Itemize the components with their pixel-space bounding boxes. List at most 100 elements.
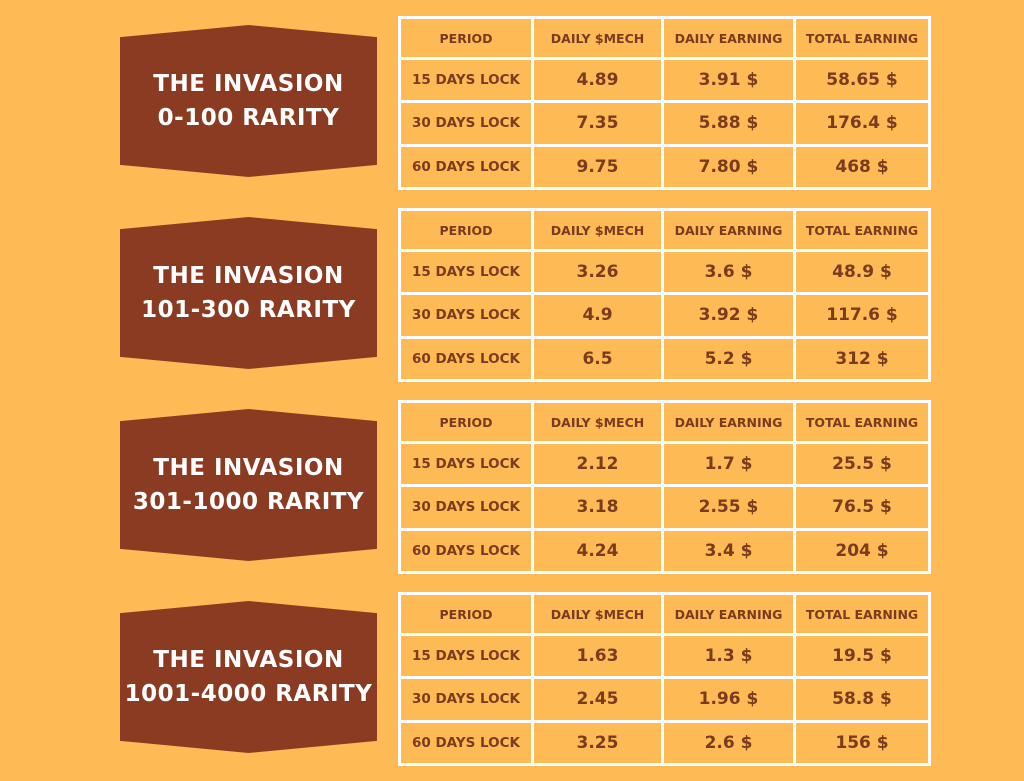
- total-earning-cell: 176.4 $: [793, 100, 931, 147]
- daily-mech-cell: 4.89: [531, 56, 664, 104]
- total-earning-cell: 312 $: [793, 335, 931, 383]
- total-earning-cell: 25.5 $: [793, 440, 931, 488]
- header-daily-mech: DAILY $MECH: [531, 208, 664, 252]
- table-header-row: PERIOD DAILY $MECH DAILY EARNING TOTAL E…: [398, 400, 931, 444]
- period-cell: 15 DAYS LOCK: [398, 248, 534, 296]
- period-cell: 30 DAYS LOCK: [398, 484, 534, 531]
- total-earning-cell: 58.65 $: [793, 56, 931, 104]
- section-banner: THE INVASION 1001-4000 RARITY: [120, 601, 377, 753]
- table-header-row: PERIOD DAILY $MECH DAILY EARNING TOTAL E…: [398, 16, 931, 60]
- table-header-row: PERIOD DAILY $MECH DAILY EARNING TOTAL E…: [398, 208, 931, 252]
- header-total-earning: TOTAL EARNING: [793, 208, 931, 252]
- daily-earning-cell: 5.88 $: [661, 100, 796, 147]
- table-row: 60 DAYS LOCK 3.25 2.6 $ 156 $: [398, 719, 931, 767]
- table-header-row: PERIOD DAILY $MECH DAILY EARNING TOTAL E…: [398, 592, 931, 636]
- daily-earning-cell: 3.6 $: [661, 248, 796, 296]
- total-earning-cell: 48.9 $: [793, 248, 931, 296]
- period-cell: 15 DAYS LOCK: [398, 632, 534, 680]
- table-row: 30 DAYS LOCK 4.9 3.92 $ 117.6 $: [398, 292, 931, 339]
- banner-title: THE INVASION: [153, 263, 344, 289]
- period-cell: 60 DAYS LOCK: [398, 143, 534, 191]
- daily-mech-cell: 3.26: [531, 248, 664, 296]
- daily-earning-cell: 1.7 $: [661, 440, 796, 488]
- daily-mech-cell: 7.35: [531, 100, 664, 147]
- rarity-section: THE INVASION 0-100 RARITY PERIOD DAILY $…: [0, 16, 1024, 192]
- period-cell: 60 DAYS LOCK: [398, 335, 534, 383]
- earnings-table: PERIOD DAILY $MECH DAILY EARNING TOTAL E…: [398, 400, 931, 575]
- table-row: 15 DAYS LOCK 2.12 1.7 $ 25.5 $: [398, 440, 931, 488]
- section-banner: THE INVASION 0-100 RARITY: [120, 25, 377, 177]
- header-daily-mech: DAILY $MECH: [531, 592, 664, 636]
- table-row: 60 DAYS LOCK 4.24 3.4 $ 204 $: [398, 527, 931, 575]
- daily-earning-cell: 2.6 $: [661, 719, 796, 767]
- daily-earning-cell: 3.92 $: [661, 292, 796, 339]
- period-cell: 30 DAYS LOCK: [398, 292, 534, 339]
- banner-rarity: 101-300 RARITY: [141, 297, 356, 323]
- daily-earning-cell: 3.4 $: [661, 527, 796, 575]
- header-period: PERIOD: [398, 592, 534, 636]
- period-cell: 30 DAYS LOCK: [398, 100, 534, 147]
- earnings-table: PERIOD DAILY $MECH DAILY EARNING TOTAL E…: [398, 208, 931, 383]
- header-daily-mech: DAILY $MECH: [531, 400, 664, 444]
- total-earning-cell: 19.5 $: [793, 632, 931, 680]
- header-daily-mech: DAILY $MECH: [531, 16, 664, 60]
- daily-mech-cell: 4.9: [531, 292, 664, 339]
- total-earning-cell: 156 $: [793, 719, 931, 767]
- header-period: PERIOD: [398, 208, 534, 252]
- daily-earning-cell: 3.91 $: [661, 56, 796, 104]
- header-period: PERIOD: [398, 16, 534, 60]
- daily-earning-cell: 7.80 $: [661, 143, 796, 191]
- banner-rarity: 301-1000 RARITY: [132, 489, 365, 515]
- header-daily-earning: DAILY EARNING: [661, 16, 796, 60]
- total-earning-cell: 117.6 $: [793, 292, 931, 339]
- daily-mech-cell: 9.75: [531, 143, 664, 191]
- table-row: 30 DAYS LOCK 2.45 1.96 $ 58.8 $: [398, 676, 931, 723]
- table-row: 15 DAYS LOCK 1.63 1.3 $ 19.5 $: [398, 632, 931, 680]
- header-daily-earning: DAILY EARNING: [661, 592, 796, 636]
- daily-mech-cell: 6.5: [531, 335, 664, 383]
- banner-rarity: 1001-4000 RARITY: [124, 681, 373, 707]
- banner-title: THE INVASION: [153, 71, 344, 97]
- daily-mech-cell: 2.12: [531, 440, 664, 488]
- total-earning-cell: 468 $: [793, 143, 931, 191]
- daily-earning-cell: 5.2 $: [661, 335, 796, 383]
- header-total-earning: TOTAL EARNING: [793, 16, 931, 60]
- earnings-table: PERIOD DAILY $MECH DAILY EARNING TOTAL E…: [398, 16, 931, 191]
- section-banner: THE INVASION 301-1000 RARITY: [120, 409, 377, 561]
- daily-earning-cell: 1.96 $: [661, 676, 796, 723]
- rarity-section: THE INVASION 1001-4000 RARITY PERIOD DAI…: [0, 592, 1024, 768]
- daily-mech-cell: 4.24: [531, 527, 664, 575]
- header-daily-earning: DAILY EARNING: [661, 208, 796, 252]
- daily-mech-cell: 1.63: [531, 632, 664, 680]
- section-banner: THE INVASION 101-300 RARITY: [120, 217, 377, 369]
- total-earning-cell: 76.5 $: [793, 484, 931, 531]
- period-cell: 60 DAYS LOCK: [398, 527, 534, 575]
- banner-title: THE INVASION: [153, 647, 344, 673]
- header-period: PERIOD: [398, 400, 534, 444]
- daily-earning-cell: 1.3 $: [661, 632, 796, 680]
- total-earning-cell: 58.8 $: [793, 676, 931, 723]
- table-row: 60 DAYS LOCK 9.75 7.80 $ 468 $: [398, 143, 931, 191]
- banner-rarity: 0-100 RARITY: [157, 105, 340, 131]
- header-total-earning: TOTAL EARNING: [793, 400, 931, 444]
- rarity-section: THE INVASION 301-1000 RARITY PERIOD DAIL…: [0, 400, 1024, 576]
- period-cell: 15 DAYS LOCK: [398, 56, 534, 104]
- daily-mech-cell: 3.25: [531, 719, 664, 767]
- header-total-earning: TOTAL EARNING: [793, 592, 931, 636]
- table-row: 60 DAYS LOCK 6.5 5.2 $ 312 $: [398, 335, 931, 383]
- rarity-section: THE INVASION 101-300 RARITY PERIOD DAILY…: [0, 208, 1024, 384]
- table-row: 30 DAYS LOCK 7.35 5.88 $ 176.4 $: [398, 100, 931, 147]
- total-earning-cell: 204 $: [793, 527, 931, 575]
- table-row: 15 DAYS LOCK 3.26 3.6 $ 48.9 $: [398, 248, 931, 296]
- table-row: 15 DAYS LOCK 4.89 3.91 $ 58.65 $: [398, 56, 931, 104]
- banner-title: THE INVASION: [153, 455, 344, 481]
- daily-mech-cell: 3.18: [531, 484, 664, 531]
- period-cell: 60 DAYS LOCK: [398, 719, 534, 767]
- daily-mech-cell: 2.45: [531, 676, 664, 723]
- header-daily-earning: DAILY EARNING: [661, 400, 796, 444]
- daily-earning-cell: 2.55 $: [661, 484, 796, 531]
- earnings-table: PERIOD DAILY $MECH DAILY EARNING TOTAL E…: [398, 592, 931, 767]
- period-cell: 30 DAYS LOCK: [398, 676, 534, 723]
- period-cell: 15 DAYS LOCK: [398, 440, 534, 488]
- table-row: 30 DAYS LOCK 3.18 2.55 $ 76.5 $: [398, 484, 931, 531]
